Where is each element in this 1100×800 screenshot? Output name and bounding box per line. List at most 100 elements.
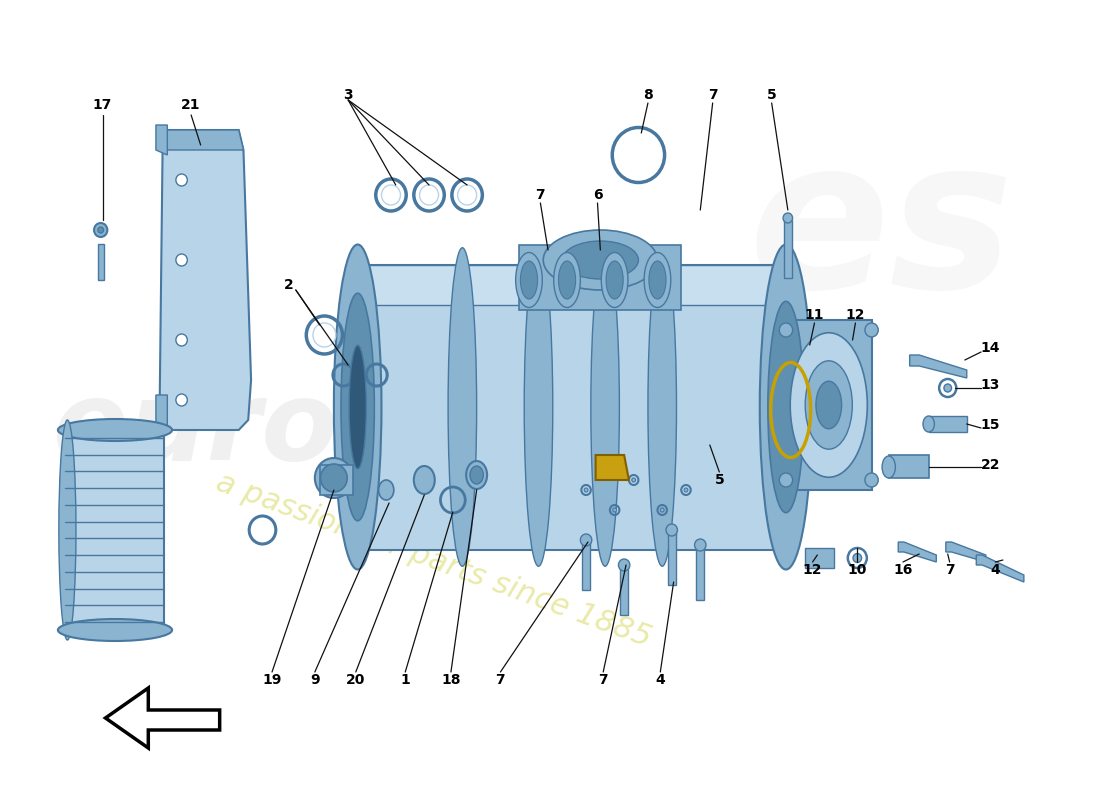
Text: 7: 7	[945, 563, 955, 577]
Ellipse shape	[378, 480, 394, 500]
Polygon shape	[805, 548, 834, 568]
Ellipse shape	[94, 223, 108, 237]
Polygon shape	[889, 455, 928, 478]
Ellipse shape	[543, 230, 658, 290]
Ellipse shape	[694, 539, 706, 551]
Text: bits: bits	[339, 377, 575, 483]
Polygon shape	[582, 540, 590, 590]
Ellipse shape	[816, 381, 842, 429]
Ellipse shape	[790, 333, 867, 478]
Polygon shape	[358, 265, 785, 305]
Ellipse shape	[414, 466, 435, 494]
Text: 18: 18	[441, 673, 461, 687]
Text: 5: 5	[714, 473, 724, 487]
Polygon shape	[358, 265, 785, 550]
Ellipse shape	[602, 253, 628, 307]
Text: 7: 7	[707, 88, 717, 102]
Text: 9: 9	[310, 673, 320, 687]
Polygon shape	[519, 245, 681, 310]
Text: 22: 22	[981, 458, 1000, 472]
Polygon shape	[156, 395, 167, 430]
Text: 7: 7	[496, 673, 505, 687]
Polygon shape	[320, 465, 353, 495]
Polygon shape	[156, 125, 167, 155]
Text: 8: 8	[644, 88, 652, 102]
Polygon shape	[160, 130, 251, 430]
Ellipse shape	[584, 488, 588, 492]
Ellipse shape	[805, 361, 852, 450]
Text: 17: 17	[92, 98, 112, 112]
Text: 12: 12	[803, 563, 823, 577]
Ellipse shape	[760, 245, 812, 570]
Ellipse shape	[341, 294, 374, 521]
Text: 21: 21	[182, 98, 201, 112]
Ellipse shape	[923, 416, 934, 432]
Ellipse shape	[58, 420, 76, 640]
Ellipse shape	[783, 213, 793, 223]
Text: a passion for parts since 1885: a passion for parts since 1885	[212, 467, 656, 653]
Ellipse shape	[779, 473, 793, 487]
Polygon shape	[696, 545, 704, 600]
Ellipse shape	[660, 508, 664, 512]
Ellipse shape	[176, 174, 187, 186]
Polygon shape	[785, 320, 871, 490]
Ellipse shape	[562, 241, 638, 279]
Polygon shape	[668, 530, 675, 585]
Ellipse shape	[649, 261, 666, 299]
Text: 10: 10	[848, 563, 867, 577]
Ellipse shape	[648, 248, 676, 566]
Ellipse shape	[591, 248, 619, 566]
Text: 14: 14	[981, 341, 1000, 355]
Polygon shape	[910, 355, 967, 378]
Ellipse shape	[865, 323, 878, 337]
Text: euro: euro	[53, 377, 339, 483]
Ellipse shape	[349, 346, 366, 469]
Text: 5: 5	[767, 88, 777, 102]
Ellipse shape	[520, 261, 538, 299]
Text: 11: 11	[805, 308, 824, 322]
Ellipse shape	[852, 554, 861, 562]
Ellipse shape	[553, 253, 581, 307]
Text: 20: 20	[346, 673, 365, 687]
Text: 4: 4	[990, 563, 1000, 577]
Ellipse shape	[176, 254, 187, 266]
Ellipse shape	[58, 419, 172, 441]
Polygon shape	[165, 130, 243, 150]
Text: 7: 7	[598, 673, 608, 687]
Ellipse shape	[631, 478, 636, 482]
Ellipse shape	[581, 534, 592, 546]
Ellipse shape	[606, 261, 624, 299]
Polygon shape	[66, 430, 165, 630]
Ellipse shape	[466, 461, 487, 489]
Ellipse shape	[865, 473, 878, 487]
Text: 4: 4	[656, 673, 666, 687]
Ellipse shape	[516, 253, 542, 307]
Ellipse shape	[470, 466, 483, 484]
Ellipse shape	[58, 619, 172, 641]
Text: es: es	[748, 129, 1014, 331]
Text: 15: 15	[981, 418, 1000, 432]
Ellipse shape	[176, 334, 187, 346]
Polygon shape	[899, 542, 936, 562]
Ellipse shape	[176, 394, 187, 406]
Polygon shape	[784, 220, 792, 278]
Text: 13: 13	[981, 378, 1000, 392]
Text: 12: 12	[846, 308, 866, 322]
Ellipse shape	[944, 384, 952, 392]
Ellipse shape	[613, 508, 616, 512]
Ellipse shape	[768, 302, 804, 513]
Polygon shape	[98, 244, 103, 280]
Ellipse shape	[559, 261, 575, 299]
Ellipse shape	[666, 524, 678, 536]
Text: 3: 3	[343, 88, 353, 102]
Ellipse shape	[882, 456, 895, 478]
Text: 16: 16	[893, 563, 913, 577]
Ellipse shape	[448, 248, 476, 566]
Text: 7: 7	[536, 188, 546, 202]
Text: 6: 6	[593, 188, 603, 202]
Polygon shape	[977, 555, 1024, 582]
Ellipse shape	[320, 464, 348, 492]
Ellipse shape	[684, 488, 688, 492]
Text: 2: 2	[284, 278, 294, 292]
Ellipse shape	[334, 245, 382, 570]
